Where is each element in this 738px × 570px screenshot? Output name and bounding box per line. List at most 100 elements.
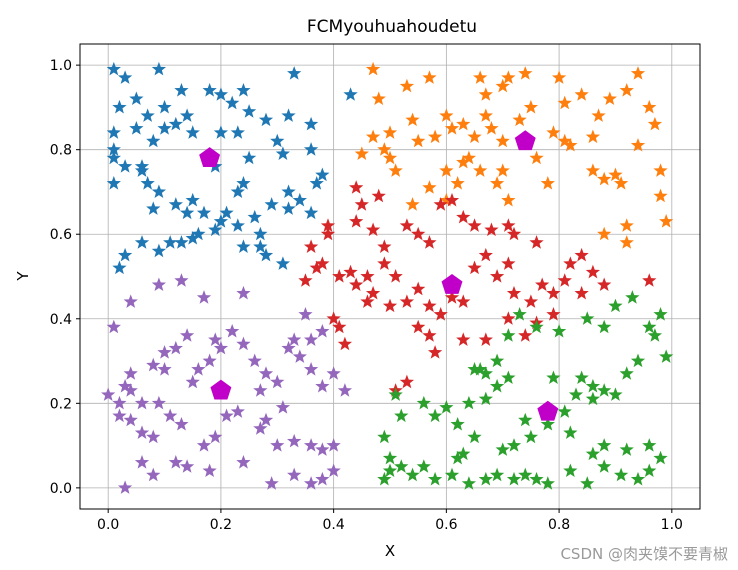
data-point-cluster-2 — [495, 163, 510, 177]
data-point-cluster-3 — [411, 281, 426, 296]
data-point-cluster-5 — [382, 450, 398, 465]
data-point-cluster-3 — [337, 336, 353, 351]
data-point-cluster-5 — [529, 471, 544, 486]
data-point-cluster-1 — [225, 95, 240, 110]
data-point-cluster-5 — [540, 416, 555, 431]
data-point-cluster-5 — [461, 395, 477, 410]
data-point-cluster-1 — [253, 239, 268, 253]
data-point-cluster-5 — [512, 307, 527, 321]
data-point-cluster-2 — [495, 78, 510, 93]
data-point-cluster-3 — [360, 294, 375, 308]
data-point-cluster-5 — [608, 387, 623, 401]
data-point-cluster-3 — [563, 256, 578, 270]
data-point-cluster-3 — [444, 192, 460, 207]
data-point-cluster-3 — [433, 197, 448, 211]
data-point-cluster-1 — [230, 125, 245, 139]
data-point-cluster-3 — [456, 332, 471, 346]
data-point-cluster-1 — [275, 256, 291, 270]
data-point-cluster-5 — [495, 442, 510, 456]
data-point-cluster-2 — [382, 150, 398, 165]
data-point-cluster-3 — [501, 218, 516, 232]
data-point-cluster-3 — [399, 294, 415, 308]
data-point-cluster-4 — [230, 404, 245, 418]
data-point-cluster-3 — [422, 235, 437, 249]
data-point-cluster-2 — [478, 87, 493, 101]
chart-title: FCMyouhuahoudetu — [307, 17, 477, 37]
data-point-cluster-5 — [540, 476, 555, 490]
data-point-cluster-2 — [630, 66, 646, 80]
data-point-cluster-5 — [394, 408, 409, 423]
data-point-cluster-2 — [422, 70, 437, 84]
data-point-cluster-5 — [489, 467, 505, 482]
data-point-cluster-5 — [501, 370, 516, 385]
data-point-cluster-1 — [134, 159, 150, 173]
data-point-cluster-4 — [315, 471, 330, 486]
data-point-cluster-3 — [320, 226, 336, 241]
data-point-cluster-2 — [557, 95, 572, 110]
data-point-cluster-1 — [281, 201, 296, 215]
data-point-cluster-1 — [230, 218, 245, 232]
data-point-cluster-3 — [377, 239, 392, 253]
data-point-cluster-3 — [518, 328, 533, 342]
data-point-cluster-2 — [563, 137, 578, 152]
data-point-cluster-4 — [123, 366, 138, 380]
data-point-cluster-4 — [208, 332, 223, 346]
data-point-cluster-2 — [551, 70, 567, 84]
data-point-cluster-1 — [174, 235, 189, 249]
data-point-cluster-5 — [551, 323, 567, 338]
data-point-cluster-4 — [292, 349, 307, 363]
data-point-cluster-1 — [106, 125, 121, 139]
data-point-cluster-4 — [258, 366, 274, 380]
cluster-center-marker — [199, 147, 221, 168]
data-point-cluster-5 — [597, 383, 612, 397]
data-point-cluster-5 — [653, 307, 668, 321]
data-point-cluster-5 — [597, 459, 612, 473]
grid-lines — [80, 44, 700, 509]
data-point-cluster-1 — [185, 192, 200, 207]
data-point-cluster-1 — [213, 87, 229, 101]
data-point-cluster-2 — [371, 91, 386, 106]
data-point-cluster-4 — [112, 395, 127, 410]
data-point-cluster-4 — [275, 400, 291, 414]
data-point-cluster-5 — [467, 429, 482, 444]
data-point-cluster-2 — [540, 176, 555, 190]
data-point-cluster-1 — [151, 61, 167, 76]
data-point-cluster-1 — [140, 108, 155, 122]
data-point-cluster-2 — [439, 192, 454, 207]
data-point-cluster-3 — [523, 294, 539, 308]
data-point-cluster-4 — [326, 438, 341, 452]
data-point-cluster-2 — [365, 129, 381, 144]
data-point-cluster-5 — [642, 463, 657, 478]
data-point-cluster-4 — [157, 345, 172, 359]
data-point-cluster-2 — [647, 116, 663, 131]
data-point-cluster-2 — [484, 121, 499, 135]
data-point-cluster-4 — [196, 438, 212, 452]
data-point-cluster-3 — [529, 235, 544, 249]
data-point-cluster-5 — [388, 387, 403, 401]
data-point-cluster-2 — [613, 176, 629, 190]
data-point-cluster-1 — [179, 205, 195, 220]
data-point-cluster-1 — [146, 133, 161, 148]
data-point-cluster-3 — [371, 188, 386, 203]
data-point-cluster-4 — [191, 362, 206, 376]
data-point-cluster-4 — [146, 467, 161, 482]
data-point-cluster-1 — [303, 116, 319, 131]
data-point-cluster-3 — [501, 256, 516, 270]
data-point-cluster-2 — [473, 70, 488, 84]
data-point-cluster-3 — [506, 226, 522, 241]
data-point-cluster-4 — [123, 294, 138, 308]
data-point-cluster-1 — [303, 205, 319, 220]
data-point-cluster-3 — [349, 277, 364, 292]
data-point-cluster-3 — [574, 285, 589, 300]
data-point-cluster-1 — [106, 176, 121, 190]
data-point-cluster-3 — [546, 307, 561, 321]
data-point-cluster-4 — [168, 340, 183, 355]
x-tick-label: 0.0 — [97, 517, 119, 533]
data-point-cluster-1 — [117, 247, 133, 262]
data-point-cluster-3 — [332, 269, 347, 283]
data-point-cluster-1 — [185, 230, 200, 245]
data-point-cluster-4 — [202, 353, 217, 368]
data-point-cluster-3 — [456, 209, 471, 224]
data-point-cluster-3 — [642, 273, 657, 287]
data-point-cluster-5 — [478, 471, 493, 486]
